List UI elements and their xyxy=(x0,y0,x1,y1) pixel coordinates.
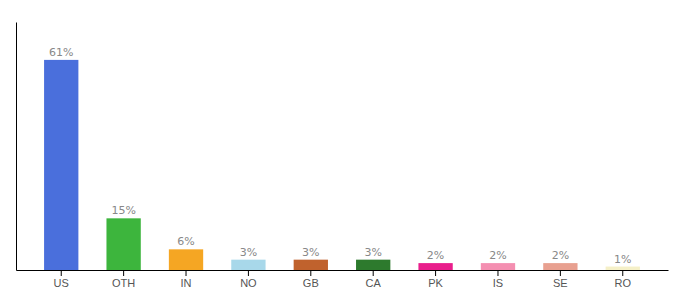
data-label: 61% xyxy=(49,46,73,59)
x-tick: SE xyxy=(553,270,568,289)
x-tick: IN xyxy=(181,270,192,289)
bar xyxy=(356,260,390,270)
data-label: 2% xyxy=(489,249,506,262)
x-tick: RO xyxy=(615,270,632,289)
x-tick-mark xyxy=(61,270,62,276)
data-label: 3% xyxy=(364,246,381,259)
bar xyxy=(481,263,515,270)
x-tick-label: OTH xyxy=(112,277,135,289)
x-tick-mark xyxy=(123,270,124,276)
data-label: 2% xyxy=(427,249,444,262)
x-tick: GB xyxy=(303,270,319,289)
y-axis xyxy=(16,23,17,271)
bar xyxy=(418,263,452,270)
bar xyxy=(543,263,577,270)
data-label: 6% xyxy=(177,235,194,248)
x-tick: CA xyxy=(366,270,382,289)
y-axis-line xyxy=(16,23,17,271)
data-label: 1% xyxy=(614,253,631,266)
x-axis: US OTH IN NO GB CA PK IS SE RO xyxy=(17,270,669,289)
x-tick-label: US xyxy=(54,277,69,289)
data-label: 3% xyxy=(302,246,319,259)
x-tick-mark xyxy=(310,270,311,276)
data-label: 15% xyxy=(111,204,135,217)
data-label: 3% xyxy=(240,246,257,259)
chart: 61% 15% 6% 3% 3% 3% 2% 2% 2% 1% US OTH IN NO GB CA PK IS S… xyxy=(0,0,680,300)
x-tick-mark xyxy=(186,270,187,276)
x-tick-mark xyxy=(560,270,561,276)
x-tick-label: IS xyxy=(493,277,503,289)
bar xyxy=(294,260,328,270)
x-tick: OTH xyxy=(112,270,135,289)
x-tick-label: NO xyxy=(240,277,257,289)
x-tick-label: CA xyxy=(366,277,382,289)
x-tick: NO xyxy=(240,270,257,289)
data-label: 2% xyxy=(552,249,569,262)
bars xyxy=(44,60,640,270)
x-tick-mark xyxy=(248,270,249,276)
x-tick-label: PK xyxy=(428,277,443,289)
x-tick-label: GB xyxy=(303,277,319,289)
x-tick-mark xyxy=(435,270,436,276)
x-tick-mark xyxy=(622,270,623,276)
x-tick-mark xyxy=(497,270,498,276)
bar xyxy=(231,260,265,270)
bar xyxy=(169,249,203,270)
x-tick-mark xyxy=(373,270,374,276)
x-tick-label: SE xyxy=(553,277,568,289)
plot: 61% 15% 6% 3% 3% 3% 2% 2% 2% 1% US OTH IN NO GB CA PK IS S… xyxy=(17,23,669,289)
data-labels: 61% 15% 6% 3% 3% 3% 2% 2% 2% 1% xyxy=(49,46,631,266)
x-tick: PK xyxy=(428,270,443,289)
x-tick-label: IN xyxy=(181,277,192,289)
bar xyxy=(606,267,640,270)
x-tick: US xyxy=(54,270,69,289)
x-tick: IS xyxy=(493,270,503,289)
bar xyxy=(106,218,140,270)
bar xyxy=(44,60,78,270)
x-tick-label: RO xyxy=(615,277,632,289)
x-axis-line xyxy=(17,270,669,271)
